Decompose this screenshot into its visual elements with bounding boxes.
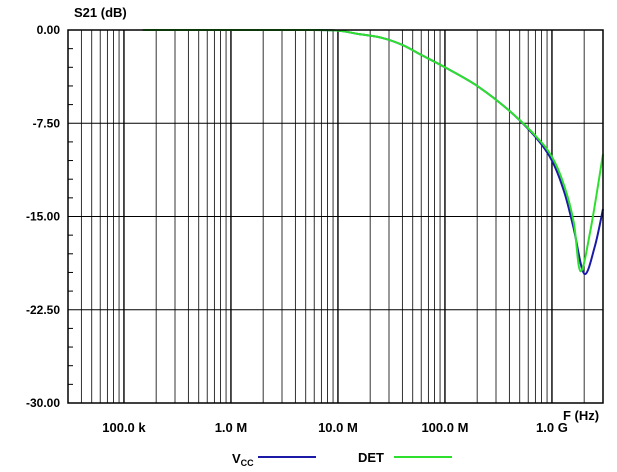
legend-label-det: DET	[358, 450, 384, 465]
x-tick-label: 100.0 M	[421, 420, 468, 435]
x-tick-labels: 100.0 k 1.0 M 10.0 M 100.0 M 1.0 G	[102, 420, 568, 435]
series-line-1	[142, 28, 604, 275]
y-tick-label: -15.00	[26, 210, 60, 224]
y-tick-label: -30.00	[26, 396, 60, 410]
plot-frame	[67, 29, 604, 404]
y-tick-label: 0.00	[37, 23, 61, 37]
x-tick-label: 100.0 k	[102, 420, 146, 435]
y-axis-title: S21 (dB)	[74, 5, 127, 20]
legend-label-vcc-subscript: CC	[241, 458, 254, 468]
major-gridlines	[68, 29, 603, 404]
legend: VCC DET	[232, 450, 452, 468]
legend-label-vcc: VCC	[232, 451, 254, 468]
x-axis-title: F (Hz)	[563, 408, 599, 423]
series-line-2	[142, 28, 604, 273]
series-layer	[142, 28, 604, 275]
x-tick-label: 10.0 M	[318, 420, 358, 435]
x-tick-label: 1.0 M	[215, 420, 248, 435]
y-tick-label: -22.50	[26, 303, 60, 317]
y-tick-label: -7.50	[33, 116, 61, 130]
x-tick-label: 1.0 G	[536, 420, 568, 435]
y-tick-labels: 0.00 -7.50 -15.00 -22.50 -30.00	[26, 23, 60, 410]
